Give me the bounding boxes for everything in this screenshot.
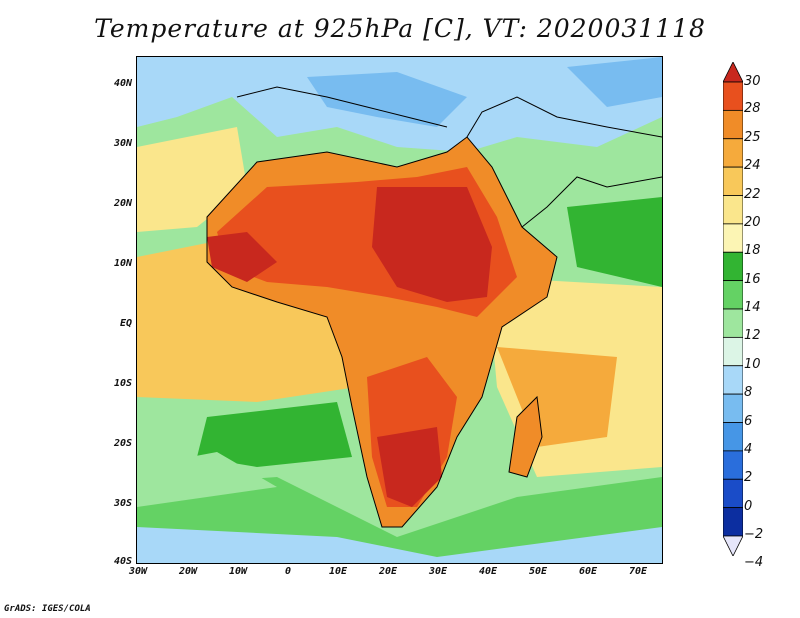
temperature-map	[136, 56, 663, 564]
lon-label: 70E	[628, 566, 648, 577]
colorbar-label: 30	[744, 74, 761, 89]
lon-label: 50E	[528, 566, 548, 577]
colorbar-label: 14	[744, 300, 761, 315]
colorbar-segment	[723, 336, 743, 367]
lon-label: 10E	[328, 566, 348, 577]
colorbar	[723, 62, 743, 556]
lon-label: 10W	[228, 566, 248, 577]
lon-label: 30W	[128, 566, 148, 577]
colorbar-segment	[723, 109, 743, 140]
lat-label: 40S	[113, 556, 132, 567]
colorbar-segment	[723, 195, 743, 225]
lat-label: 10N	[113, 258, 132, 269]
colorbar-label: 4	[744, 441, 753, 457]
colorbar-segment	[723, 308, 743, 338]
colorbar-label: 25	[744, 129, 761, 145]
credit-text: GrADS: IGES/COLA	[4, 604, 91, 614]
lon-label: 60E	[578, 566, 598, 577]
colorbar-label: 20	[744, 214, 761, 230]
colorbar-segment	[723, 450, 743, 480]
colorbar-segment	[723, 280, 743, 310]
colorbar-segment	[723, 478, 743, 509]
colorbar-label: 6	[744, 413, 753, 429]
lat-label: 20N	[113, 198, 132, 209]
colorbar-label: 28	[744, 101, 761, 117]
lat-label: EQ	[119, 318, 132, 329]
lat-label: 20S	[113, 438, 132, 449]
lat-label: 10S	[113, 378, 132, 389]
colorbar-label: 8	[744, 385, 753, 401]
colorbar-segment	[723, 166, 743, 196]
temperature-field	[137, 57, 662, 563]
colorbar-segment	[723, 507, 743, 537]
colorbar-label: 24	[744, 158, 761, 174]
colorbar-label: 2	[744, 470, 753, 486]
colorbar-segment	[723, 251, 743, 282]
colorbar-label: 18	[744, 243, 761, 259]
colorbar-segment	[723, 422, 743, 452]
colorbar-label: 10	[744, 356, 761, 372]
lat-label: 40N	[113, 78, 132, 89]
colorbar-label: −4	[744, 555, 764, 571]
lat-label: 30N	[113, 138, 132, 149]
lon-label: 0	[284, 566, 292, 577]
colorbar-segment	[723, 81, 743, 111]
colorbar-segment	[723, 62, 743, 83]
lon-label: 20E	[378, 566, 398, 577]
colorbar-label: 22	[744, 186, 761, 202]
colorbar-segment	[723, 393, 743, 423]
colorbar-segment	[723, 223, 743, 253]
map-title: Temperature at 925hPa [C], VT: 202003111…	[94, 14, 706, 43]
colorbar-segment	[723, 138, 743, 168]
lon-label: 30E	[428, 566, 448, 577]
colorbar-label: 0	[744, 498, 753, 514]
lat-label: 30S	[113, 498, 132, 509]
colorbar-segment	[723, 365, 743, 395]
colorbar-label: 16	[744, 271, 761, 287]
lon-label: 20W	[178, 566, 198, 577]
lon-label: 40E	[478, 566, 498, 577]
colorbar-label: −2	[744, 527, 764, 542]
colorbar-label: 12	[744, 328, 761, 344]
colorbar-segment	[723, 535, 743, 556]
